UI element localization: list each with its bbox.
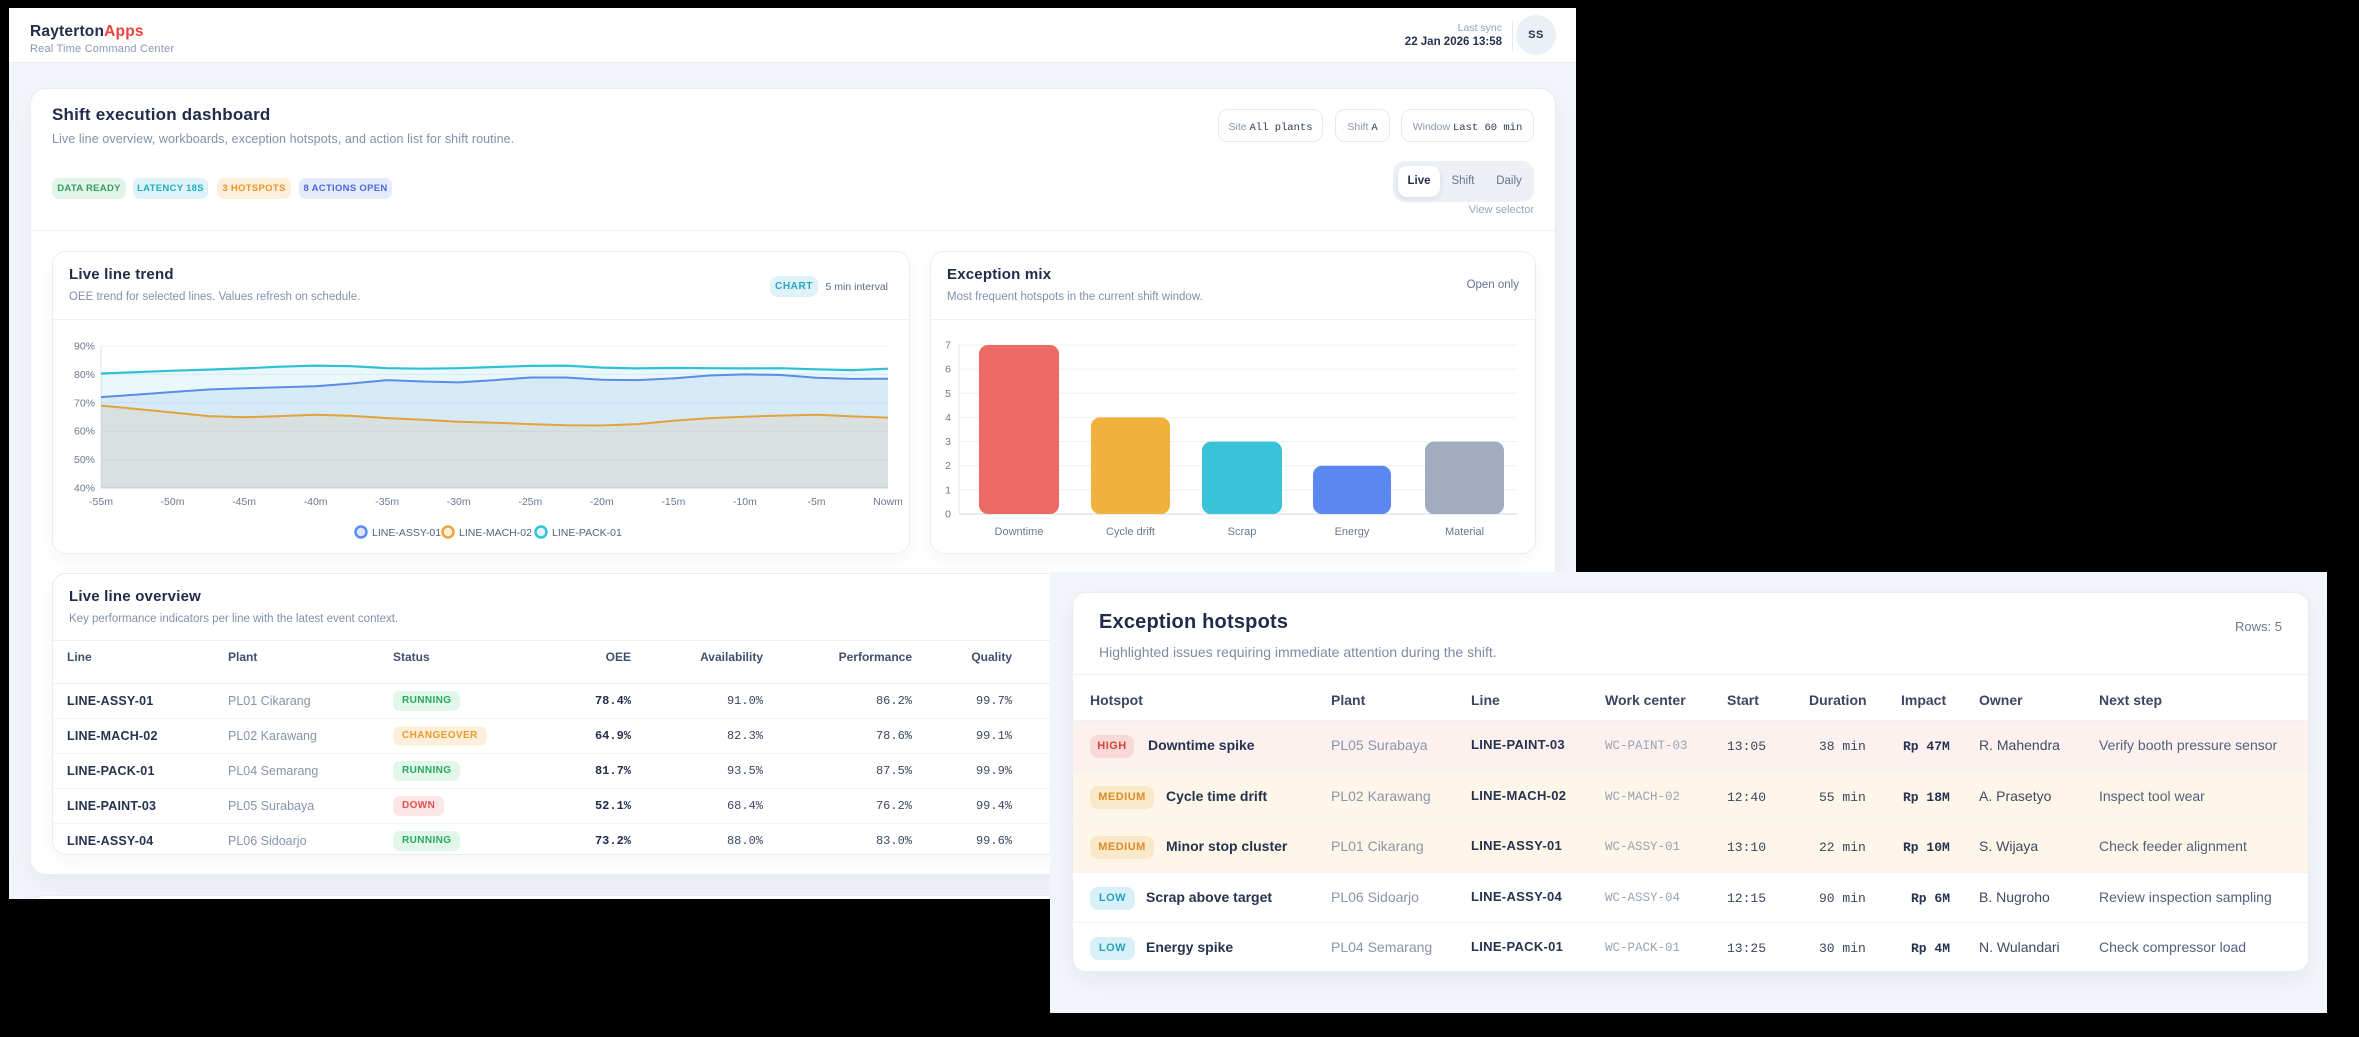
svg-text:Downtime: Downtime (995, 526, 1044, 538)
svg-text:-10m: -10m (733, 496, 757, 508)
svg-text:-15m: -15m (661, 496, 685, 508)
svg-text:-20m: -20m (590, 496, 614, 508)
svg-text:-30m: -30m (447, 496, 471, 508)
svg-text:5: 5 (945, 388, 951, 400)
svg-text:-5m: -5m (807, 496, 825, 508)
svg-text:Energy: Energy (1335, 526, 1370, 538)
svg-text:Scrap: Scrap (1228, 526, 1257, 538)
svg-text:-55m: -55m (89, 496, 113, 508)
svg-text:0: 0 (945, 509, 951, 521)
svg-text:70%: 70% (74, 397, 95, 409)
svg-text:6: 6 (945, 364, 951, 376)
svg-text:3: 3 (945, 436, 951, 448)
svg-text:4: 4 (945, 412, 951, 424)
svg-text:40%: 40% (74, 483, 95, 495)
svg-text:LINE-PACK-01: LINE-PACK-01 (552, 527, 622, 539)
svg-text:LINE-ASSY-01: LINE-ASSY-01 (372, 527, 441, 539)
svg-text:7: 7 (945, 340, 951, 352)
svg-text:-40m: -40m (304, 496, 328, 508)
svg-text:60%: 60% (74, 426, 95, 438)
svg-text:1: 1 (945, 484, 951, 496)
svg-text:Cycle drift: Cycle drift (1106, 526, 1155, 538)
svg-text:50%: 50% (74, 454, 95, 466)
svg-text:-35m: -35m (375, 496, 399, 508)
svg-text:90%: 90% (74, 341, 95, 353)
svg-text:Nowm: Nowm (873, 496, 903, 508)
svg-text:80%: 80% (74, 369, 95, 381)
svg-text:2: 2 (945, 460, 951, 472)
svg-text:-45m: -45m (232, 496, 256, 508)
svg-text:-50m: -50m (161, 496, 185, 508)
svg-text:Material: Material (1445, 526, 1484, 538)
svg-text:LINE-MACH-02: LINE-MACH-02 (459, 527, 532, 539)
svg-text:-25m: -25m (518, 496, 542, 508)
